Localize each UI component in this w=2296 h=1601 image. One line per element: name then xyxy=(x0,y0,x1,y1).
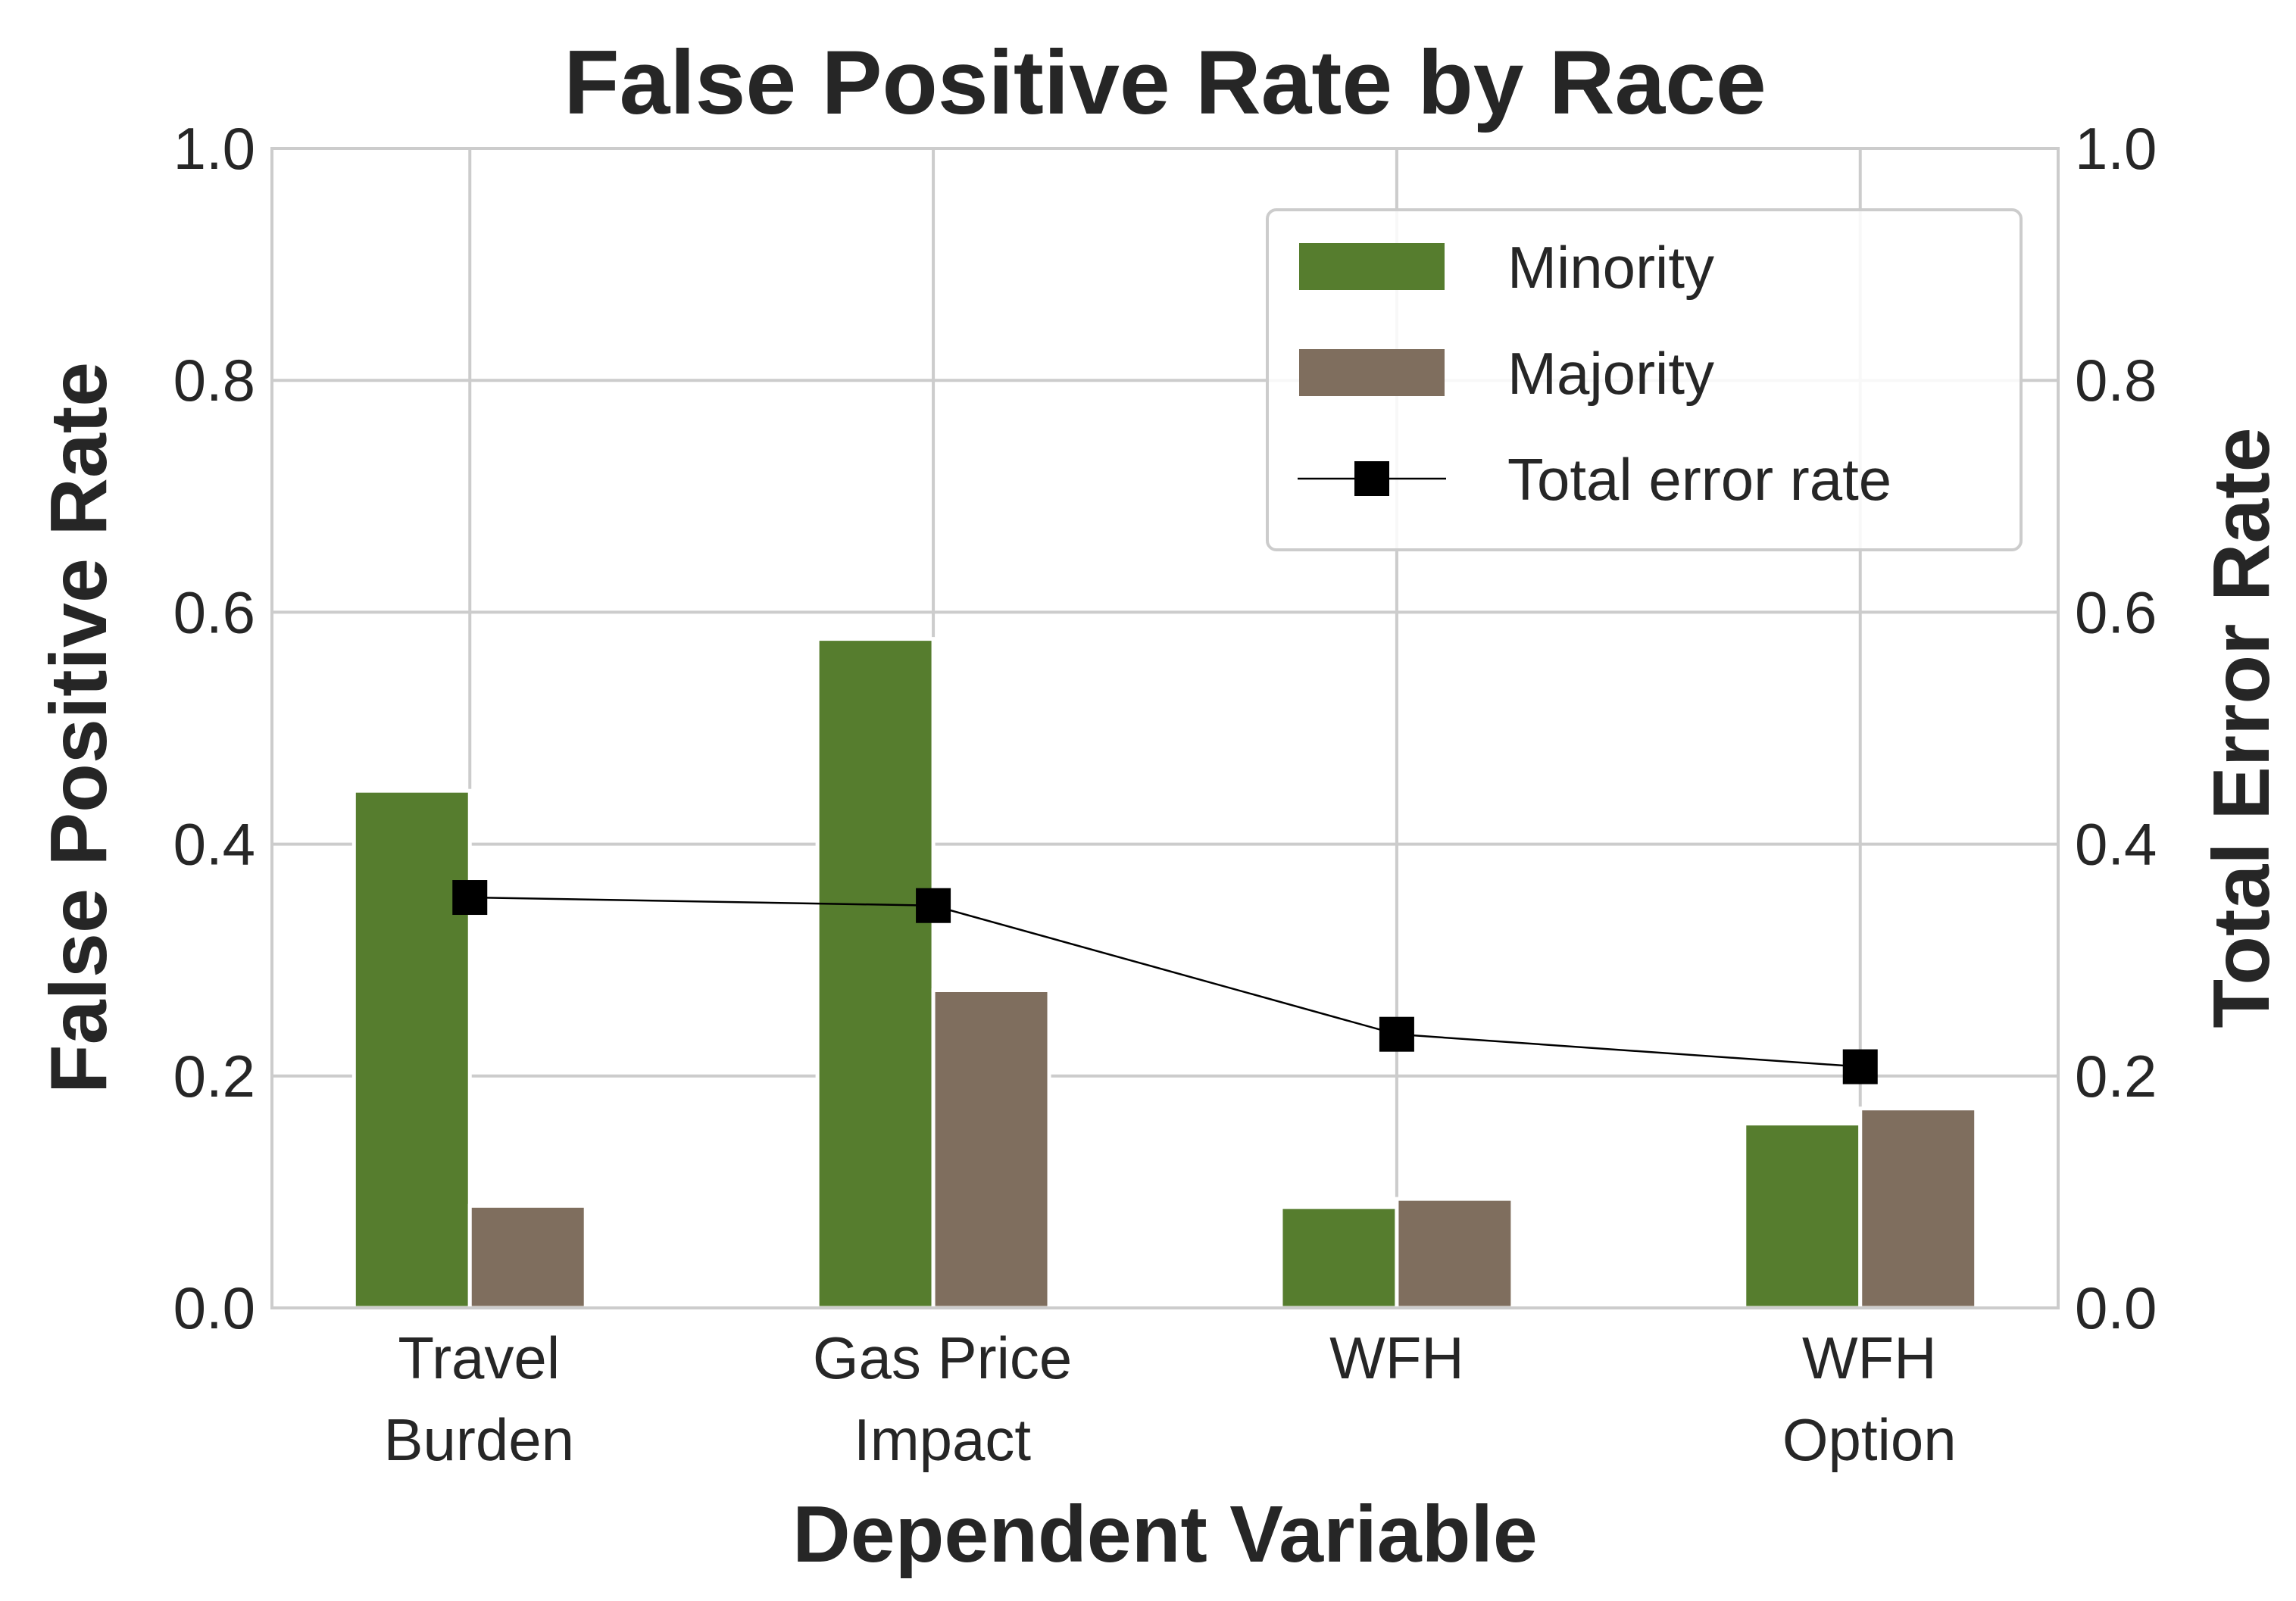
chart-title: False Positive Rate by Race xyxy=(564,32,1766,133)
y-tick-label: 0.2 xyxy=(173,1043,255,1109)
x-tick-label: Impact xyxy=(854,1406,1031,1473)
bar-minority xyxy=(815,637,936,1310)
y-axis-right-label: Total Error Rate xyxy=(2197,427,2286,1028)
y-right-tick-label: 1.0 xyxy=(2075,115,2157,182)
bar-minority xyxy=(1742,1122,1863,1310)
y-right-tick-label: 0.6 xyxy=(2075,579,2157,645)
x-tick-label: Travel xyxy=(398,1325,560,1391)
legend-label: Minority xyxy=(1507,234,1714,301)
legend-label: Majority xyxy=(1507,340,1714,407)
x-tick-label: WFH xyxy=(1329,1325,1464,1391)
plot-frame xyxy=(270,147,2060,1309)
bar-majority xyxy=(1858,1106,1979,1310)
legend-box xyxy=(1266,208,2023,551)
bar-majority xyxy=(1395,1197,1515,1310)
bar-minority xyxy=(1279,1205,1399,1310)
x-tick-label: Burden xyxy=(383,1406,574,1473)
legend-swatch-minority xyxy=(1299,243,1445,290)
bar-majority xyxy=(467,1203,588,1310)
y-right-tick-label: 0.8 xyxy=(2075,347,2157,414)
y-right-tick-label: 0.4 xyxy=(2075,811,2157,878)
legend-swatch-majority xyxy=(1299,349,1445,396)
total-error-line xyxy=(470,896,1860,1068)
legend-label: Total error rate xyxy=(1507,446,1891,513)
x-axis-label: Dependent Variable xyxy=(792,1490,1538,1579)
y-tick-label: 1.0 xyxy=(173,115,255,182)
x-tick-label: Option xyxy=(1782,1406,1957,1473)
total-error-marker xyxy=(452,880,488,916)
x-tick-label: Gas Price xyxy=(813,1325,1072,1391)
y-tick-label: 0.8 xyxy=(173,347,255,414)
legend-marker-swatch xyxy=(1354,461,1389,496)
y-right-tick-label: 0.0 xyxy=(2075,1275,2157,1341)
bar-minority xyxy=(351,788,472,1310)
bar-majority xyxy=(931,988,1051,1310)
total-error-marker xyxy=(1842,1049,1878,1084)
total-error-marker xyxy=(1379,1016,1414,1052)
x-tick-label: WFH xyxy=(1802,1325,1937,1391)
y-tick-label: 0.4 xyxy=(173,811,255,878)
y-tick-label: 0.6 xyxy=(173,579,255,645)
legend: Minority Majority Total error rate xyxy=(1266,208,2023,551)
total-error-marker xyxy=(916,888,951,923)
y-tick-label: 0.0 xyxy=(173,1275,255,1341)
y-right-tick-label: 0.2 xyxy=(2075,1043,2157,1109)
y-axis-label: False Positive Rate xyxy=(34,362,123,1094)
